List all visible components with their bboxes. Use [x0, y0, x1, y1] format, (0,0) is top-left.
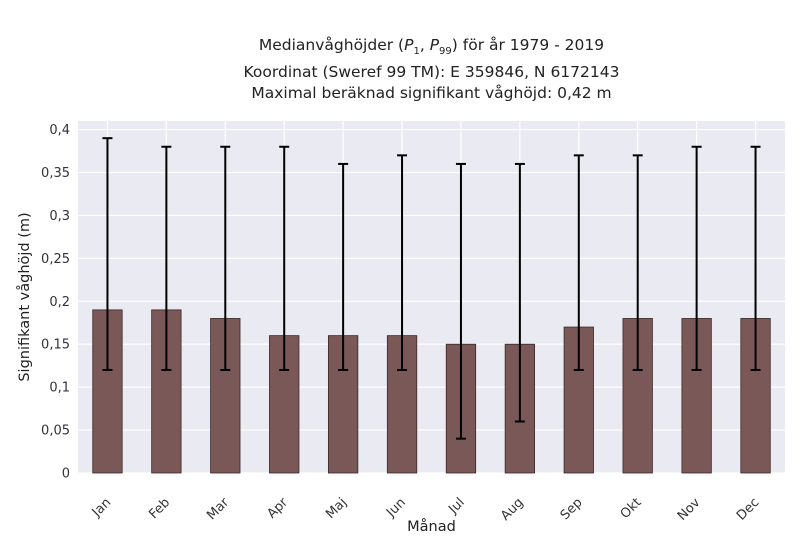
y-tick-label: 0,15 [41, 338, 70, 353]
y-tick-label: 0,25 [41, 252, 70, 267]
y-tick-label: 0,4 [49, 123, 70, 138]
title-line-2: Koordinat (Sweref 99 TM): E 359846, N 61… [243, 63, 620, 82]
title-line-3: Maximal beräknad signifikant våghöjd: 0,… [251, 84, 612, 103]
x-tick-label: Sep [558, 495, 586, 523]
x-axis-label: Månad [407, 518, 456, 535]
x-tick-label: Maj [323, 495, 350, 522]
y-tick-label: 0,3 [49, 209, 70, 224]
error-bars [102, 137, 761, 440]
chart-title: Medianvåghöjder (P1, P99) för år 1979 - … [78, 35, 785, 104]
x-tick-label: Jul [445, 495, 467, 517]
x-tick-label: Feb [146, 495, 173, 522]
title-line-1: Medianvåghöjder (P1, P99) för år 1979 - … [258, 36, 605, 58]
x-tick-label: Jan [89, 495, 114, 520]
y-axis-label: Signifikant våghöjd (m) [16, 212, 33, 381]
x-tick-label: Jun [383, 495, 409, 521]
x-tick-label: Aug [498, 495, 527, 524]
plot-area [78, 121, 785, 473]
y-tick-label: 0,35 [41, 166, 70, 181]
x-tick-label: Mar [204, 495, 232, 523]
x-tick-label: Apr [265, 495, 292, 522]
y-tick-label: 0,1 [49, 381, 70, 396]
y-tick-label: 0 [62, 467, 70, 482]
y-tick-label: 0,2 [49, 295, 70, 310]
y-axis-ticks: 0 0,05 0,1 0,15 0,2 0,25 0,3 0,35 0,4 [41, 123, 70, 481]
x-tick-label: Dec [734, 495, 762, 523]
x-tick-label: Okt [618, 495, 645, 522]
y-tick-label: 0,05 [41, 424, 70, 439]
x-tick-label: Nov [675, 495, 704, 524]
